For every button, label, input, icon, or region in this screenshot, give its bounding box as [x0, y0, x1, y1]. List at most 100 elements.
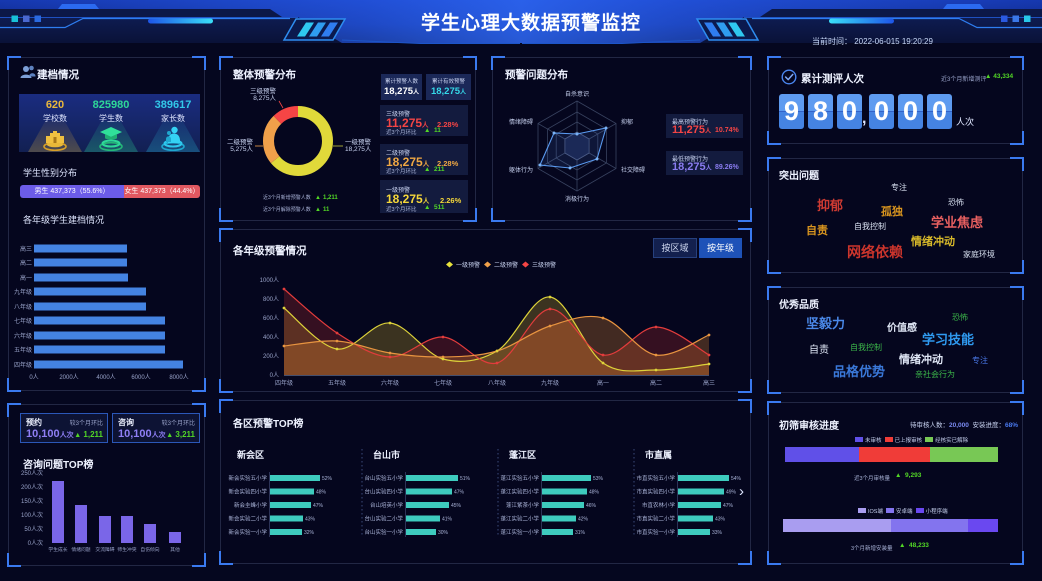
svg-text:蓬江实验五小学: 蓬江实验五小学: [500, 474, 539, 482]
svg-text:33%: 33%: [712, 530, 723, 536]
svg-text:50人次: 50人次: [24, 525, 43, 533]
svg-text:4000人: 4000人: [96, 374, 115, 381]
svg-text:8000人: 8000人: [169, 374, 188, 381]
svg-text:市直属: 市直属: [645, 449, 672, 460]
svg-text:48%: 48%: [589, 490, 600, 496]
svg-text:自伤倾向: 自伤倾向: [140, 546, 159, 553]
svg-text:八年级: 八年级: [14, 303, 32, 311]
svg-text:31%: 31%: [575, 530, 586, 536]
svg-text:0人次: 0人次: [28, 539, 43, 547]
svg-text:近3个月解除预警人数: 近3个月解除预警人数: [263, 206, 311, 213]
svg-text:高一: 高一: [20, 274, 32, 282]
svg-text:0人: 0人: [29, 374, 38, 381]
svg-text:8,275人: 8,275人: [253, 94, 276, 102]
svg-text:自杀意识: 自杀意识: [565, 90, 589, 98]
svg-text:47%: 47%: [313, 503, 324, 509]
svg-text:600人: 600人: [263, 315, 279, 322]
svg-text:新会区: 新会区: [237, 449, 264, 460]
svg-text:五年级: 五年级: [328, 379, 346, 387]
svg-text:51%: 51%: [460, 476, 471, 482]
svg-text:一级预警: 一级预警: [345, 137, 372, 146]
svg-text:47%: 47%: [454, 490, 465, 496]
svg-text:四年级: 四年级: [14, 361, 32, 369]
svg-text:47%: 47%: [723, 503, 734, 509]
svg-text:九年级: 九年级: [14, 288, 32, 296]
svg-text:师生冲突: 师生冲突: [117, 546, 136, 553]
svg-text:抑郁: 抑郁: [621, 118, 633, 126]
svg-text:七年级: 七年级: [14, 317, 32, 325]
svg-text:蓬江紫茶小学: 蓬江紫茶小学: [506, 501, 540, 509]
svg-text:其他: 其他: [170, 546, 180, 553]
svg-text:5,275人: 5,275人: [230, 145, 253, 153]
svg-text:六年级: 六年级: [14, 332, 32, 340]
svg-text:46%: 46%: [586, 503, 597, 509]
svg-text:台山培英小学: 台山培英小学: [370, 501, 404, 509]
svg-text:48%: 48%: [316, 490, 327, 496]
svg-text:43%: 43%: [305, 517, 316, 523]
svg-text:社交障碍: 社交障碍: [621, 166, 645, 174]
svg-text:11: 11: [323, 207, 330, 213]
svg-text:200人: 200人: [263, 353, 279, 360]
svg-text:二级预警: 二级预警: [227, 137, 254, 146]
svg-text:台山实验二小学: 台山实验二小学: [364, 515, 403, 523]
svg-text:41%: 41%: [442, 517, 453, 523]
svg-text:市直实验五小学: 市直实验五小学: [636, 474, 675, 482]
svg-text:蓬江实验二小学: 蓬江实验二小学: [500, 515, 539, 523]
svg-text:五年级: 五年级: [14, 346, 32, 354]
svg-text:43%: 43%: [715, 517, 726, 523]
svg-text:二级预警: 二级预警: [494, 261, 518, 269]
svg-text:新会实验一小学: 新会实验一小学: [228, 528, 267, 536]
svg-text:七年级: 七年级: [434, 379, 452, 387]
svg-text:消极行为: 消极行为: [565, 195, 589, 203]
svg-text:18,275人: 18,275人: [345, 145, 372, 153]
svg-text:交流障碍: 交流障碍: [95, 546, 114, 553]
svg-text:四年级: 四年级: [275, 379, 293, 387]
svg-text:六年级: 六年级: [381, 379, 399, 387]
svg-text:蓬江实验四小学: 蓬江实验四小学: [500, 488, 539, 496]
svg-text:52%: 52%: [322, 476, 333, 482]
svg-text:新会实验四小学: 新会实验四小学: [228, 488, 267, 496]
svg-text:250人次: 250人次: [21, 469, 43, 477]
svg-text:高一: 高一: [597, 379, 609, 387]
svg-text:200人次: 200人次: [21, 483, 43, 491]
svg-text:台山实验一小学: 台山实验一小学: [364, 528, 403, 536]
svg-text:近3个月新增预警人数: 近3个月新增预警人数: [263, 194, 311, 201]
svg-text:蓬江实验一小学: 蓬江实验一小学: [500, 528, 539, 536]
svg-text:八年级: 八年级: [488, 379, 506, 387]
svg-text:新会实验五小学: 新会实验五小学: [228, 474, 267, 482]
svg-text:市直农林小学: 市直农林小学: [642, 501, 676, 509]
svg-text:台山市: 台山市: [373, 449, 400, 460]
svg-text:6000人: 6000人: [131, 374, 150, 381]
svg-text:三级预警: 三级预警: [532, 261, 556, 269]
svg-text:150人次: 150人次: [21, 497, 43, 505]
svg-text:学生成长: 学生成长: [48, 546, 67, 553]
svg-text:1000人: 1000人: [260, 277, 279, 284]
svg-text:三级预警: 三级预警: [250, 86, 277, 95]
svg-text:情绪问题: 情绪问题: [71, 546, 90, 553]
svg-text:高二: 高二: [20, 259, 32, 267]
svg-text:45%: 45%: [451, 503, 462, 509]
svg-text:0人: 0人: [270, 372, 279, 379]
svg-text:新会圭峰小学: 新会圭峰小学: [234, 501, 268, 509]
svg-text:800人: 800人: [263, 296, 279, 303]
svg-text:▲: ▲: [315, 207, 321, 213]
svg-text:▲: ▲: [315, 195, 321, 201]
svg-text:49%: 49%: [726, 490, 737, 496]
svg-text:2000人: 2000人: [59, 374, 78, 381]
svg-text:54%: 54%: [731, 476, 742, 482]
svg-text:32%: 32%: [304, 530, 315, 536]
svg-text:情绪障碍: 情绪障碍: [509, 118, 533, 126]
svg-text:台山实验四小学: 台山实验四小学: [364, 488, 403, 496]
svg-text:高三: 高三: [20, 245, 32, 253]
svg-text:新会实验二小学: 新会实验二小学: [228, 515, 267, 523]
svg-text:台山实验五小学: 台山实验五小学: [364, 474, 403, 482]
svg-text:一级预警: 一级预警: [456, 261, 480, 269]
svg-text:九年级: 九年级: [541, 379, 559, 387]
svg-text:高三: 高三: [703, 379, 715, 387]
svg-text:400人: 400人: [263, 334, 279, 341]
svg-text:躯体行为: 躯体行为: [509, 166, 533, 174]
svg-text:30%: 30%: [438, 530, 449, 536]
svg-text:53%: 53%: [593, 476, 604, 482]
svg-text:高二: 高二: [650, 379, 662, 387]
svg-text:100人次: 100人次: [21, 511, 43, 519]
